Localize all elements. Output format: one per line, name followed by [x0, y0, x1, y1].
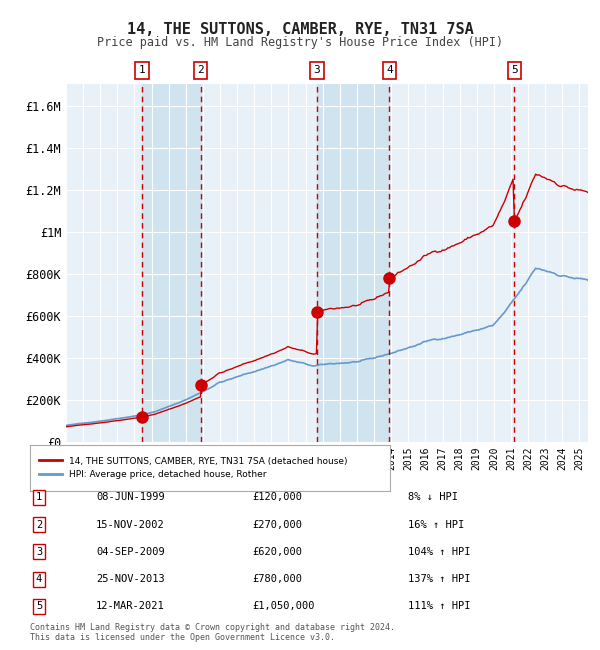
Text: 25-NOV-2013: 25-NOV-2013: [96, 574, 165, 584]
Bar: [142, 84, 200, 442]
Text: 111% ↑ HPI: 111% ↑ HPI: [408, 601, 470, 612]
Text: £270,000: £270,000: [252, 519, 302, 530]
Text: 2: 2: [197, 65, 204, 75]
Text: 1: 1: [36, 492, 42, 502]
Text: £1,050,000: £1,050,000: [252, 601, 314, 612]
Text: 3: 3: [314, 65, 320, 75]
Text: 12-MAR-2021: 12-MAR-2021: [96, 601, 165, 612]
Text: 2: 2: [36, 519, 42, 530]
Text: £120,000: £120,000: [252, 492, 302, 502]
Text: 4: 4: [36, 574, 42, 584]
Text: 3: 3: [36, 547, 42, 557]
Text: Price paid vs. HM Land Registry's House Price Index (HPI): Price paid vs. HM Land Registry's House …: [97, 36, 503, 49]
Text: Contains HM Land Registry data © Crown copyright and database right 2024.
This d: Contains HM Land Registry data © Crown c…: [30, 623, 395, 642]
Text: 16% ↑ HPI: 16% ↑ HPI: [408, 519, 464, 530]
Text: 5: 5: [511, 65, 518, 75]
Text: 1: 1: [139, 65, 145, 75]
Text: 104% ↑ HPI: 104% ↑ HPI: [408, 547, 470, 557]
Text: 4: 4: [386, 65, 393, 75]
Text: 04-SEP-2009: 04-SEP-2009: [96, 547, 165, 557]
Text: 137% ↑ HPI: 137% ↑ HPI: [408, 574, 470, 584]
Legend: 14, THE SUTTONS, CAMBER, RYE, TN31 7SA (detached house), HPI: Average price, det: 14, THE SUTTONS, CAMBER, RYE, TN31 7SA (…: [35, 452, 352, 484]
Text: 5: 5: [36, 601, 42, 612]
Text: 15-NOV-2002: 15-NOV-2002: [96, 519, 165, 530]
Text: 14, THE SUTTONS, CAMBER, RYE, TN31 7SA: 14, THE SUTTONS, CAMBER, RYE, TN31 7SA: [127, 21, 473, 37]
Text: 8% ↓ HPI: 8% ↓ HPI: [408, 492, 458, 502]
Text: £780,000: £780,000: [252, 574, 302, 584]
Bar: [317, 84, 389, 442]
Text: 08-JUN-1999: 08-JUN-1999: [96, 492, 165, 502]
Text: £620,000: £620,000: [252, 547, 302, 557]
